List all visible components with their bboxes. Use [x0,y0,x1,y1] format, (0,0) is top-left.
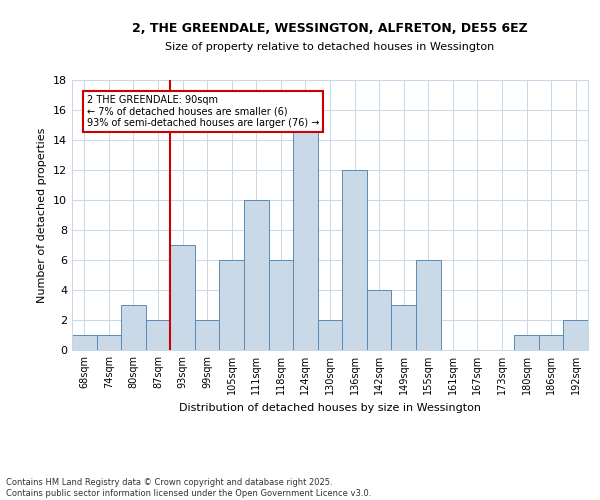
Bar [293,125,318,350]
Bar [391,305,416,350]
Bar [269,260,293,350]
Text: 2 THE GREENDALE: 90sqm
← 7% of detached houses are smaller (6)
93% of semi-detac: 2 THE GREENDALE: 90sqm ← 7% of detached … [87,95,319,128]
Y-axis label: Number of detached properties: Number of detached properties [37,128,47,302]
Bar [318,320,342,350]
Bar [563,320,588,350]
Text: 2, THE GREENDALE, WESSINGTON, ALFRETON, DE55 6EZ: 2, THE GREENDALE, WESSINGTON, ALFRETON, … [132,22,528,36]
Bar [121,305,146,350]
Bar [146,320,170,350]
Text: Contains HM Land Registry data © Crown copyright and database right 2025.
Contai: Contains HM Land Registry data © Crown c… [6,478,371,498]
Bar [514,335,539,350]
Bar [416,260,440,350]
X-axis label: Distribution of detached houses by size in Wessington: Distribution of detached houses by size … [179,402,481,412]
Text: Size of property relative to detached houses in Wessington: Size of property relative to detached ho… [166,42,494,52]
Bar [539,335,563,350]
Bar [367,290,391,350]
Bar [195,320,220,350]
Bar [170,245,195,350]
Bar [97,335,121,350]
Bar [72,335,97,350]
Bar [220,260,244,350]
Bar [244,200,269,350]
Bar [342,170,367,350]
